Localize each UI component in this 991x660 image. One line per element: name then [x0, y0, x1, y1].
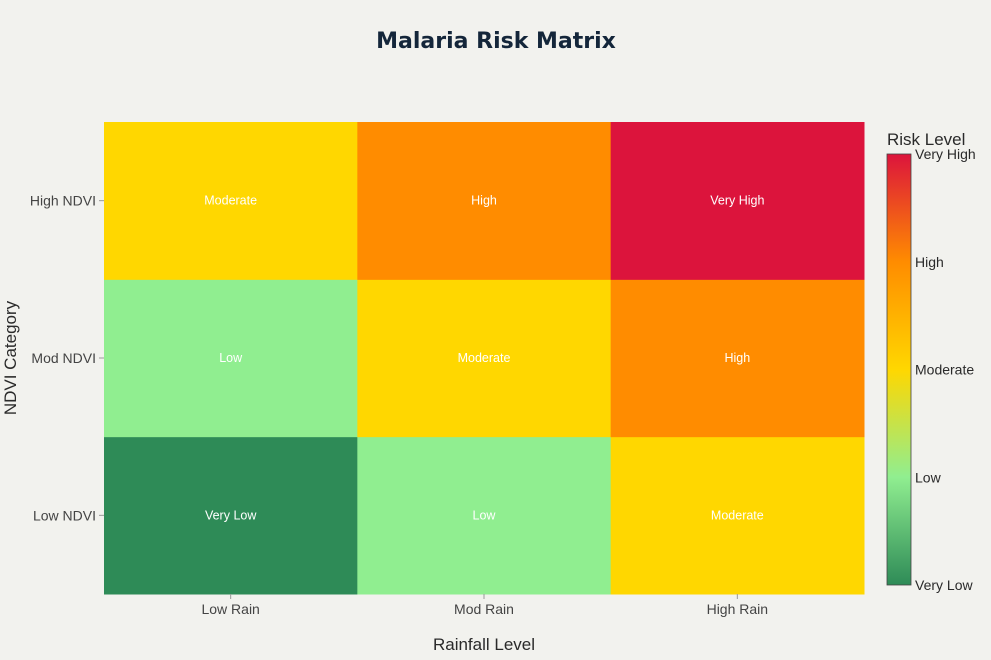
heatmap-cell-0-0[interactable]: [104, 436, 358, 595]
y-tick-label: High NDVI: [30, 193, 96, 209]
y-axis-ticks: Low NDVI Mod NDVI High NDVI: [30, 193, 104, 523]
x-tick-label: Mod Rain: [454, 601, 514, 617]
y-tick-label: Low NDVI: [33, 507, 96, 523]
heatmap-cell-2-1[interactable]: [357, 122, 612, 280]
heatmap-cell-1-2[interactable]: [610, 279, 865, 438]
x-tick-label: Low Rain: [201, 601, 259, 617]
cell-label-0-1: Low: [473, 508, 497, 522]
heatmap-cell-2-2[interactable]: [610, 122, 865, 280]
colorbar-tick-label: Low: [915, 469, 942, 485]
y-axis-title: NDVI Category: [1, 300, 20, 415]
heatmap-cell-0-2[interactable]: [610, 436, 865, 595]
cell-label-2-1: High: [471, 194, 497, 208]
cell-label-0-0: Very Low: [205, 508, 257, 522]
heatmap-cell-0-1[interactable]: [357, 436, 612, 595]
colorbar: Risk Level Very Low Low Moderate High Very H…: [886, 130, 976, 593]
heatmap-cells: Very Low Low Moderate Low Moderate High Modera…: [104, 122, 865, 595]
chart-title: Malaria Risk Matrix: [376, 29, 616, 54]
heatmap-cell-1-1[interactable]: [357, 279, 612, 438]
cell-label-2-2: Very High: [710, 194, 764, 208]
cell-label-0-2: Moderate: [711, 508, 764, 522]
cell-label-1-1: Moderate: [458, 351, 511, 365]
colorbar-bar: [886, 153, 912, 586]
cell-label-2-0: Moderate: [204, 194, 257, 208]
heatmap-cell-2-0[interactable]: [104, 122, 358, 280]
colorbar-tick-label: Very High: [915, 146, 976, 162]
heatmap-cell-1-0[interactable]: [104, 279, 358, 438]
colorbar-tick-label: Very Low: [915, 577, 973, 593]
cell-label-1-0: Low: [219, 351, 243, 365]
colorbar-title: Risk Level: [887, 130, 965, 149]
x-axis-title: Rainfall Level: [433, 635, 535, 654]
cell-label-1-2: High: [724, 351, 750, 365]
colorbar-ticks: Very Low Low Moderate High Very High: [915, 146, 976, 593]
x-axis-ticks: Low Rain Mod Rain High Rain: [201, 594, 768, 617]
colorbar-tick-label: High: [915, 254, 944, 270]
colorbar-tick-label: Moderate: [915, 362, 974, 378]
x-tick-label: High Rain: [707, 601, 768, 617]
y-tick-label: Mod NDVI: [31, 350, 96, 366]
